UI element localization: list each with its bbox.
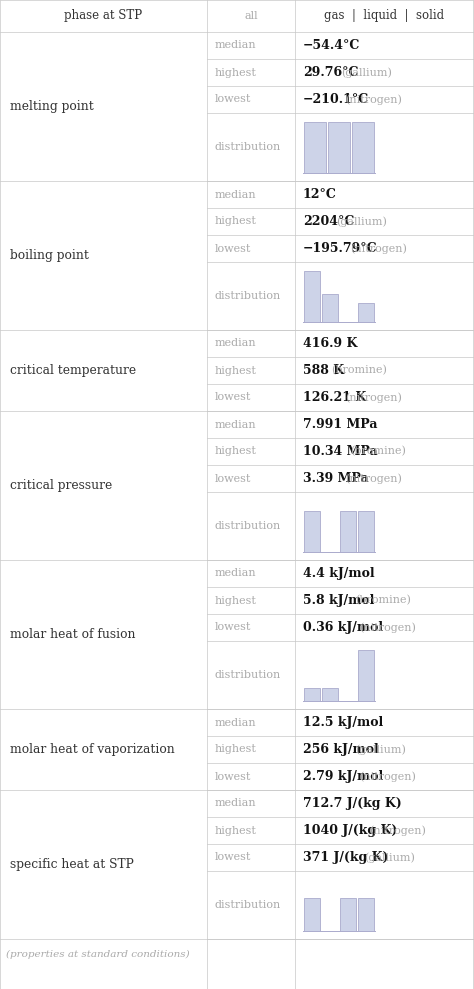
Text: lowest: lowest [215,95,251,105]
Text: median: median [215,569,256,579]
Text: highest: highest [215,595,257,605]
Text: lowest: lowest [215,771,251,781]
Text: (gallium): (gallium) [355,744,406,755]
Text: 588 K: 588 K [303,364,344,377]
Text: molar heat of fusion: molar heat of fusion [10,628,136,641]
Text: 416.9 K: 416.9 K [303,337,357,350]
Text: gas  |  liquid  |  solid: gas | liquid | solid [324,10,445,23]
Bar [328,122,349,173]
Text: distribution: distribution [215,291,281,301]
Text: lowest: lowest [215,474,251,484]
Text: (nitrogen): (nitrogen) [346,473,402,484]
Text: (nitrogen): (nitrogen) [346,393,402,403]
Text: highest: highest [215,67,257,77]
Text: specific heat at STP: specific heat at STP [10,858,134,871]
Bar [358,511,374,552]
Text: 12.5 kJ/mol: 12.5 kJ/mol [303,716,383,729]
Text: 5.8 kJ/mol: 5.8 kJ/mol [303,594,374,607]
Text: 2204°C: 2204°C [303,215,355,228]
Bar [358,303,374,322]
Text: −195.79°C: −195.79°C [303,242,378,255]
Text: 712.7 J/(kg K): 712.7 J/(kg K) [303,797,402,810]
Text: median: median [215,419,256,429]
Bar [304,688,320,701]
Text: 10.34 MPa: 10.34 MPa [303,445,378,458]
Text: (nitrogen): (nitrogen) [369,825,426,836]
Text: (properties at standard conditions): (properties at standard conditions) [6,949,190,958]
Text: distribution: distribution [215,900,281,910]
Text: (bromine): (bromine) [331,365,387,376]
Text: highest: highest [215,366,257,376]
Text: median: median [215,717,256,728]
Bar [340,511,356,552]
Text: median: median [215,338,256,348]
Bar [304,271,320,322]
Text: highest: highest [215,826,257,836]
Text: phase at STP: phase at STP [64,10,143,23]
Text: 0.36 kJ/mol: 0.36 kJ/mol [303,621,383,634]
Bar [340,898,356,931]
Text: (gallium): (gallium) [341,67,392,78]
Text: (gallium): (gallium) [364,853,415,862]
Text: median: median [215,190,256,200]
Text: distribution: distribution [215,142,281,152]
Bar [304,122,326,173]
Bar [304,511,320,552]
Text: melting point: melting point [10,100,94,113]
Text: 29.76°C: 29.76°C [303,66,358,79]
Text: 3.39 MPa: 3.39 MPa [303,472,369,485]
Text: 256 kJ/mol: 256 kJ/mol [303,743,379,756]
Text: 2.79 kJ/mol: 2.79 kJ/mol [303,770,383,783]
Text: (bromine): (bromine) [355,595,410,605]
Text: highest: highest [215,217,257,226]
Text: 12°C: 12°C [303,188,337,201]
Text: (nitrogen): (nitrogen) [359,771,416,781]
Text: (nitrogen): (nitrogen) [350,243,407,254]
Bar [304,898,320,931]
Text: lowest: lowest [215,853,251,862]
Text: (nitrogen): (nitrogen) [359,622,416,633]
Bar [353,122,374,173]
Text: critical temperature: critical temperature [10,364,136,377]
Bar [358,650,374,701]
Text: critical pressure: critical pressure [10,479,112,492]
Text: 126.21 K: 126.21 K [303,391,366,404]
Text: (nitrogen): (nitrogen) [346,94,402,105]
Text: 371 J/(kg K): 371 J/(kg K) [303,851,389,864]
Text: (gallium): (gallium) [336,217,387,226]
Text: molar heat of vaporization: molar heat of vaporization [10,743,175,756]
Text: −54.4°C: −54.4°C [303,39,360,52]
Text: highest: highest [215,446,257,457]
Bar [358,898,374,931]
Text: distribution: distribution [215,521,281,531]
Text: 7.991 MPa: 7.991 MPa [303,418,377,431]
Text: median: median [215,798,256,808]
Text: distribution: distribution [215,670,281,680]
Text: highest: highest [215,745,257,755]
Text: 1040 J/(kg K): 1040 J/(kg K) [303,824,397,837]
Text: lowest: lowest [215,622,251,633]
Text: 4.4 kJ/mol: 4.4 kJ/mol [303,567,374,580]
Text: (bromine): (bromine) [350,446,406,457]
Bar [322,294,338,322]
Text: lowest: lowest [215,393,251,403]
Text: lowest: lowest [215,243,251,253]
Text: all: all [244,11,258,21]
Text: boiling point: boiling point [10,249,89,262]
Text: median: median [215,41,256,50]
Bar [322,688,338,701]
Text: −210.1°C: −210.1°C [303,93,369,106]
